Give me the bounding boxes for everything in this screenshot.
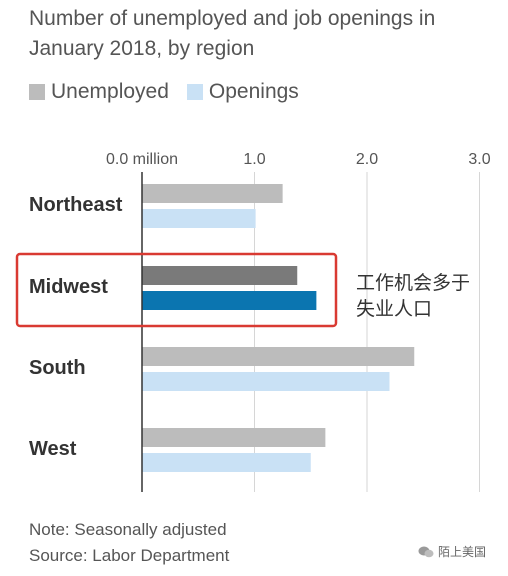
bar-west-openings — [142, 453, 311, 472]
tick-label: 1.0 — [243, 151, 265, 168]
category-label: Midwest — [29, 276, 108, 298]
source-text: Source: Labor Department — [29, 546, 230, 565]
annotation-line: 失业人口 — [356, 298, 432, 320]
bar-midwest-openings — [142, 291, 317, 310]
chart-title: Number of unemployed and job openings in… — [29, 7, 436, 60]
legend-label-openings: Openings — [208, 80, 299, 103]
category-label: Northeast — [29, 194, 123, 216]
note-text: Note: Seasonally adjusted — [29, 520, 227, 539]
legend-item-unemployed: Unemployed — [29, 80, 169, 104]
watermark-label: 陌上美国 — [438, 545, 487, 559]
bar-south-openings — [142, 372, 390, 391]
tick-label: 0.0 million — [106, 151, 178, 168]
legend-label-unemployed: Unemployed — [51, 80, 169, 103]
category-label: South — [29, 357, 86, 379]
highlight-box — [15, 252, 338, 328]
watermark: 陌上美国 — [418, 543, 486, 560]
bar-northeast-unemployed — [142, 184, 283, 203]
bar-south-unemployed — [142, 347, 415, 366]
legend-item-openings: Openings — [186, 80, 299, 104]
tick-label: 3.0 — [468, 151, 490, 168]
bar-west-unemployed — [142, 428, 326, 447]
legend-swatch-openings — [186, 84, 203, 100]
bar-northeast-openings — [142, 209, 256, 228]
annotation-line: 工作机会多于 — [356, 272, 470, 294]
tick-label: 2.0 — [356, 151, 378, 168]
category-label: West — [29, 438, 77, 460]
wechat-icon — [418, 546, 434, 557]
legend-swatch-unemployed — [29, 84, 45, 100]
bar-midwest-unemployed — [142, 266, 298, 285]
legend: Unemployed Openings — [29, 78, 317, 106]
